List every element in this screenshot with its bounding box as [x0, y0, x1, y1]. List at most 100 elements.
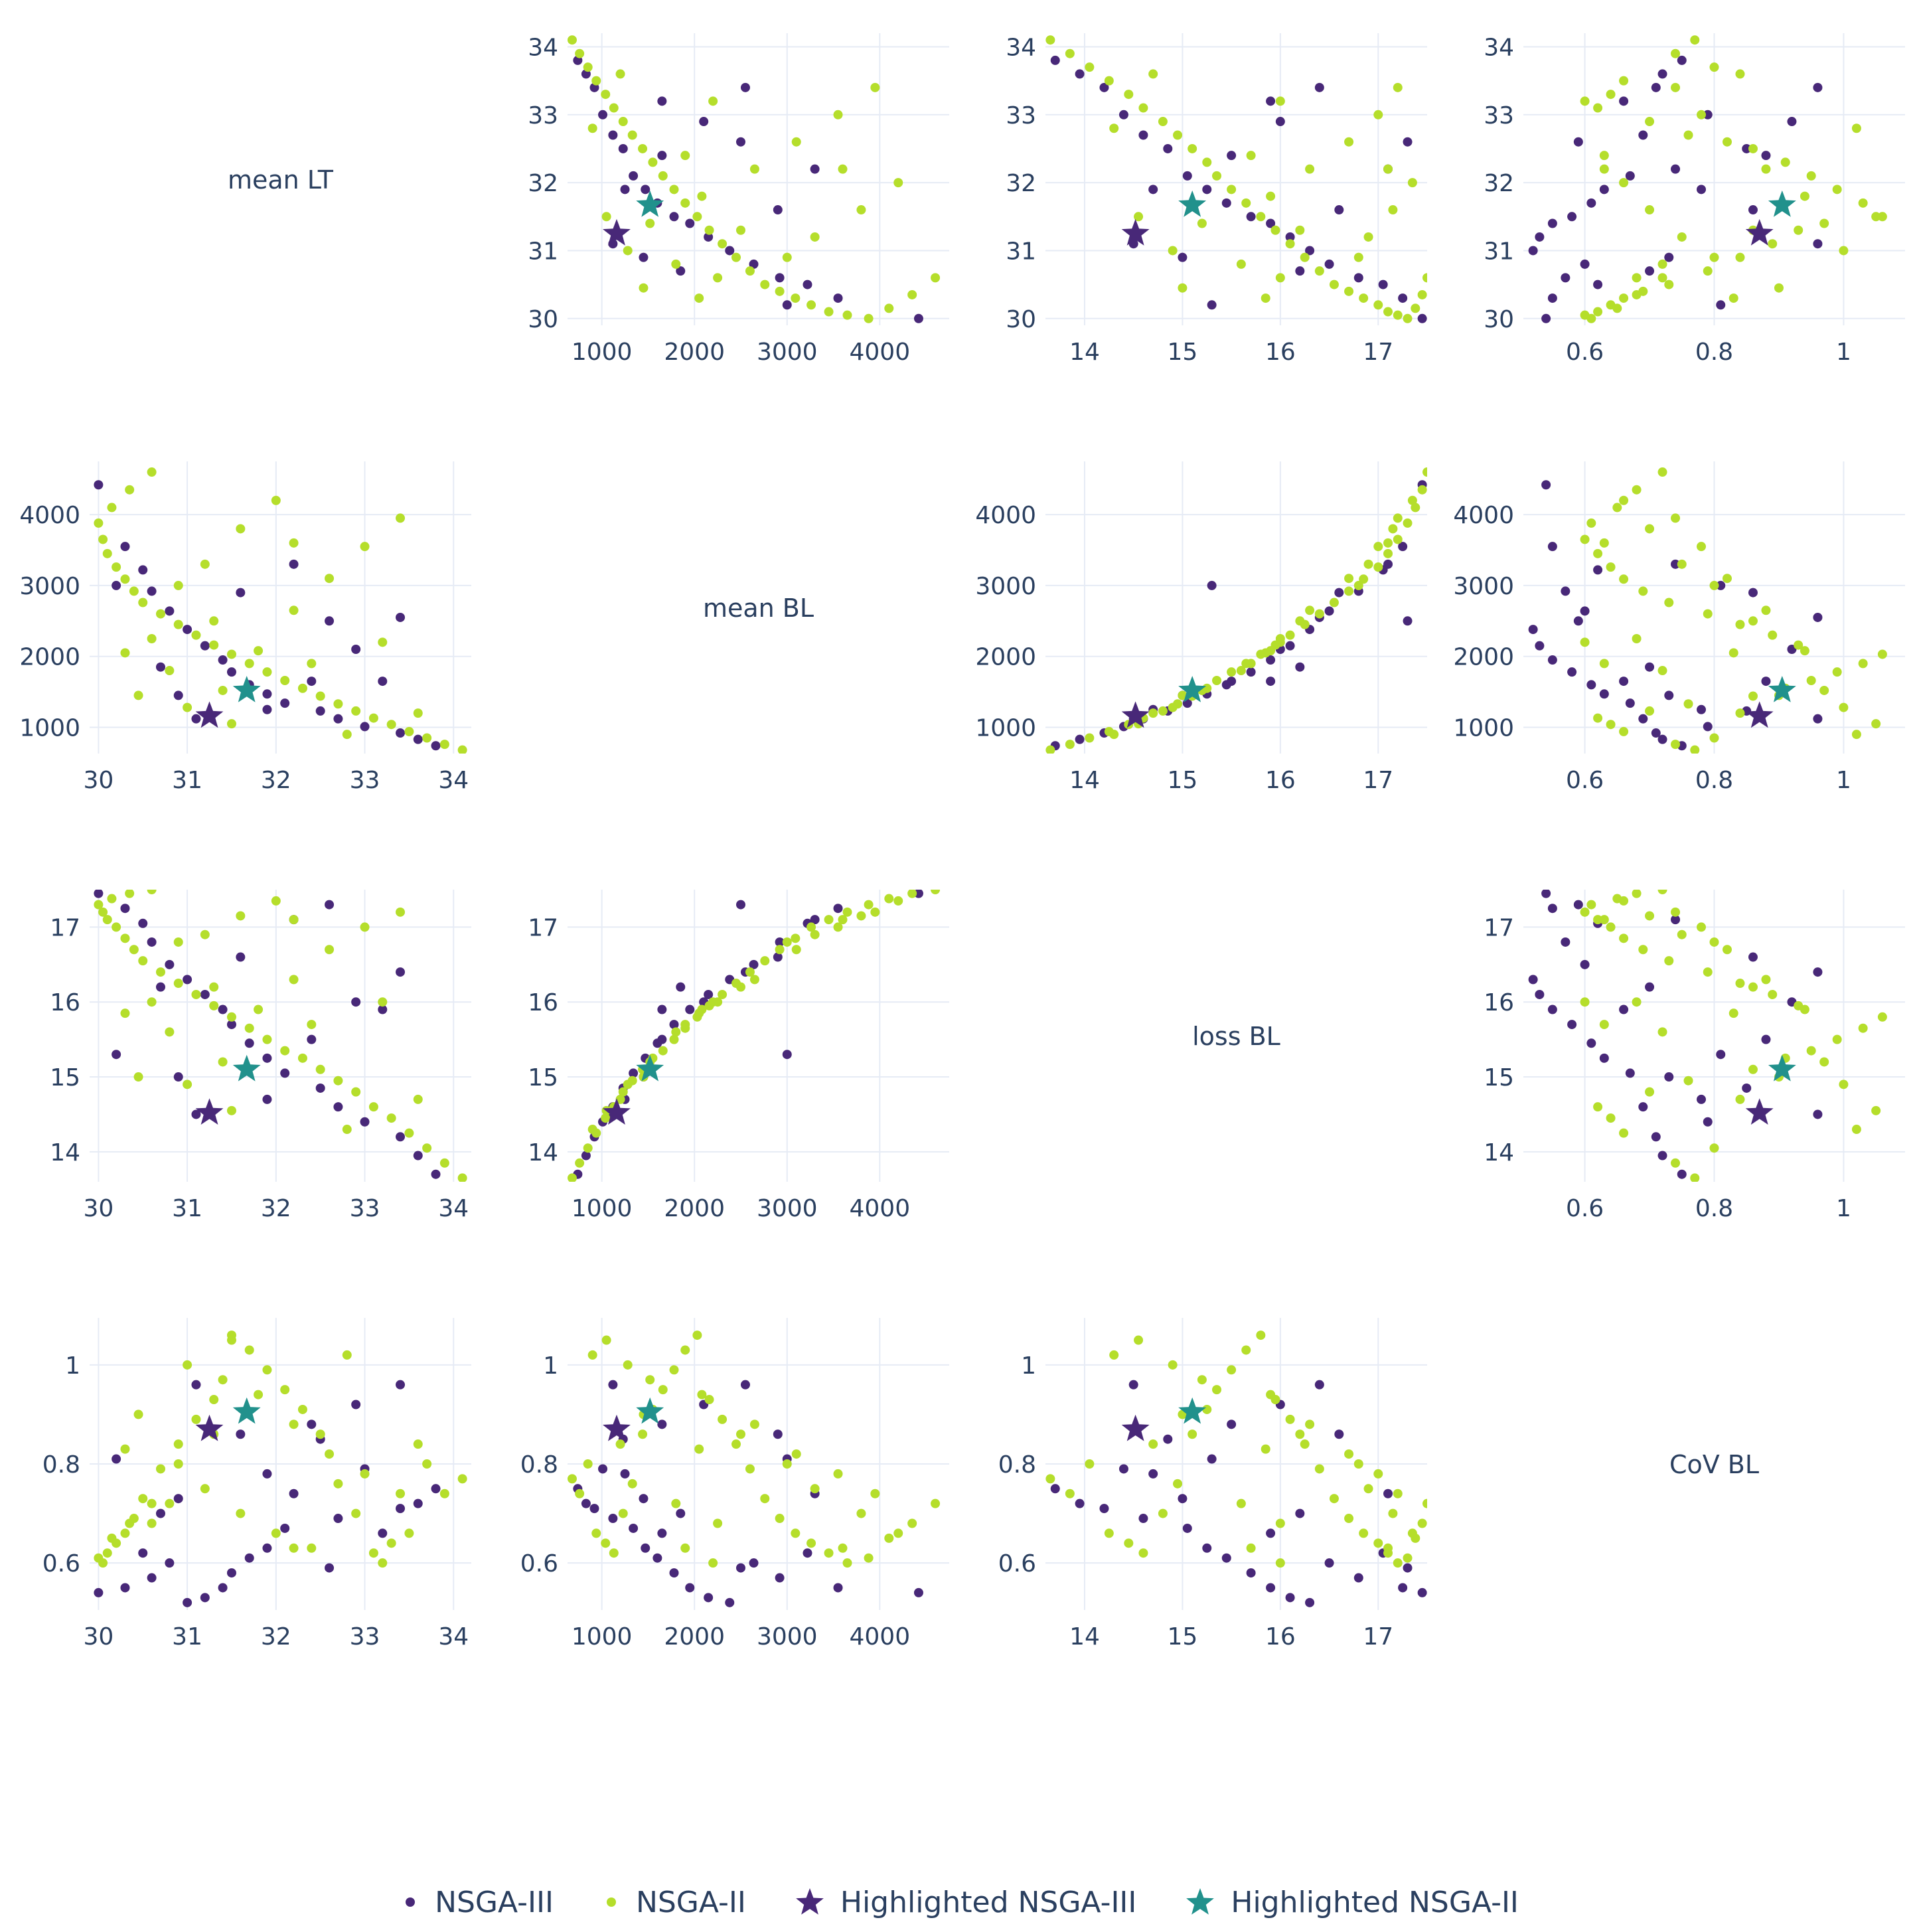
point-nsga-ii[interactable]	[884, 894, 894, 904]
point-nsga-ii[interactable]	[1383, 1543, 1393, 1553]
point-nsga-iii[interactable]	[1580, 259, 1590, 269]
point-nsga-ii[interactable]	[718, 1414, 728, 1424]
point-nsga-ii[interactable]	[254, 1390, 264, 1400]
point-nsga-ii[interactable]	[120, 1008, 130, 1018]
point-highlighted-nsga-ii[interactable]	[1178, 190, 1207, 217]
point-nsga-ii[interactable]	[307, 1020, 317, 1030]
point-nsga-ii[interactable]	[1393, 1558, 1403, 1568]
point-nsga-ii[interactable]	[1422, 467, 1432, 477]
point-nsga-ii[interactable]	[669, 185, 679, 195]
point-nsga-ii[interactable]	[1285, 1414, 1295, 1424]
point-nsga-ii[interactable]	[351, 706, 361, 716]
point-nsga-ii[interactable]	[218, 1057, 228, 1067]
point-nsga-iii[interactable]	[1619, 96, 1629, 106]
point-nsga-ii[interactable]	[1599, 1020, 1609, 1030]
point-nsga-iii[interactable]	[1599, 185, 1609, 195]
point-nsga-ii[interactable]	[289, 915, 299, 925]
point-nsga-ii[interactable]	[1722, 945, 1732, 955]
point-nsga-ii[interactable]	[1619, 574, 1629, 584]
point-nsga-iii[interactable]	[413, 1498, 423, 1508]
point-nsga-ii[interactable]	[1599, 659, 1609, 669]
point-nsga-ii[interactable]	[297, 1053, 307, 1063]
point-nsga-iii[interactable]	[1625, 171, 1635, 181]
point-nsga-iii[interactable]	[803, 280, 812, 289]
point-nsga-ii[interactable]	[1728, 293, 1738, 303]
point-nsga-ii[interactable]	[1373, 562, 1383, 572]
point-nsga-ii[interactable]	[155, 967, 165, 977]
point-nsga-ii[interactable]	[1800, 191, 1809, 201]
point-nsga-iii[interactable]	[1314, 82, 1324, 92]
point-nsga-ii[interactable]	[1761, 975, 1771, 985]
point-nsga-ii[interactable]	[575, 1489, 585, 1498]
point-nsga-ii[interactable]	[623, 1080, 633, 1089]
point-nsga-ii[interactable]	[1344, 1514, 1354, 1524]
point-nsga-ii[interactable]	[791, 293, 801, 303]
point-nsga-iii[interactable]	[676, 1508, 686, 1518]
point-highlighted-nsga-iii[interactable]	[1745, 1098, 1774, 1125]
point-nsga-ii[interactable]	[147, 997, 157, 1007]
point-nsga-ii[interactable]	[1586, 313, 1596, 323]
point-nsga-ii[interactable]	[360, 1469, 370, 1479]
point-nsga-ii[interactable]	[591, 76, 601, 86]
point-nsga-iii[interactable]	[244, 1038, 254, 1048]
point-nsga-ii[interactable]	[1619, 495, 1629, 505]
point-nsga-ii[interactable]	[575, 48, 585, 58]
point-nsga-iii[interactable]	[1813, 967, 1823, 977]
point-nsga-ii[interactable]	[226, 1335, 236, 1345]
point-nsga-iii[interactable]	[639, 252, 649, 262]
point-nsga-ii[interactable]	[1236, 1498, 1246, 1508]
point-nsga-ii[interactable]	[1124, 90, 1134, 100]
point-nsga-ii[interactable]	[609, 1548, 619, 1558]
point-nsga-ii[interactable]	[1671, 740, 1681, 750]
point-nsga-ii[interactable]	[1246, 1543, 1256, 1553]
point-nsga-iii[interactable]	[1275, 117, 1285, 127]
point-nsga-ii[interactable]	[791, 1449, 801, 1459]
point-nsga-ii[interactable]	[1761, 605, 1771, 615]
point-nsga-ii[interactable]	[1359, 574, 1369, 584]
point-nsga-ii[interactable]	[824, 1548, 834, 1558]
point-nsga-iii[interactable]	[378, 1528, 388, 1538]
point-nsga-ii[interactable]	[864, 900, 874, 910]
point-nsga-ii[interactable]	[1275, 637, 1285, 647]
point-nsga-iii[interactable]	[1813, 612, 1823, 622]
point-nsga-iii[interactable]	[1813, 239, 1823, 249]
point-nsga-ii[interactable]	[1593, 307, 1603, 317]
point-nsga-ii[interactable]	[1305, 605, 1315, 615]
point-nsga-ii[interactable]	[1411, 503, 1420, 513]
point-nsga-iii[interactable]	[1561, 586, 1571, 596]
point-nsga-ii[interactable]	[1353, 252, 1363, 262]
point-nsga-ii[interactable]	[884, 303, 894, 313]
point-nsga-ii[interactable]	[173, 619, 183, 629]
point-nsga-ii[interactable]	[191, 630, 201, 640]
point-nsga-iii[interactable]	[1383, 1489, 1393, 1498]
point-nsga-ii[interactable]	[1664, 280, 1674, 289]
point-nsga-ii[interactable]	[1851, 730, 1861, 740]
legend-item-highlighted-nsga-ii[interactable]: Highlighted NSGA-II	[1184, 1886, 1519, 1919]
point-nsga-ii[interactable]	[1638, 945, 1648, 955]
point-nsga-ii[interactable]	[1871, 719, 1881, 729]
point-nsga-ii[interactable]	[244, 1345, 254, 1355]
point-nsga-ii[interactable]	[1261, 648, 1270, 658]
point-nsga-ii[interactable]	[183, 1080, 192, 1089]
point-nsga-iii[interactable]	[1599, 689, 1609, 699]
point-nsga-ii[interactable]	[1683, 1076, 1693, 1086]
point-nsga-iii[interactable]	[1547, 293, 1557, 303]
point-nsga-iii[interactable]	[1664, 252, 1674, 262]
point-nsga-ii[interactable]	[810, 232, 820, 242]
point-nsga-iii[interactable]	[1305, 246, 1315, 256]
point-nsga-ii[interactable]	[1173, 130, 1183, 140]
point-nsga-ii[interactable]	[1664, 956, 1674, 966]
point-nsga-ii[interactable]	[708, 1558, 718, 1568]
point-nsga-iii[interactable]	[1099, 1504, 1109, 1514]
point-nsga-ii[interactable]	[138, 956, 148, 966]
point-nsga-iii[interactable]	[431, 1484, 441, 1494]
point-nsga-ii[interactable]	[1709, 252, 1719, 262]
point-nsga-iii[interactable]	[120, 1583, 130, 1593]
point-nsga-iii[interactable]	[244, 1553, 254, 1563]
point-nsga-ii[interactable]	[1373, 110, 1383, 120]
point-nsga-ii[interactable]	[1275, 273, 1285, 283]
point-highlighted-nsga-iii[interactable]	[603, 1414, 631, 1441]
point-nsga-ii[interactable]	[1657, 1027, 1667, 1037]
point-nsga-iii[interactable]	[1651, 728, 1661, 738]
point-nsga-iii[interactable]	[652, 1553, 662, 1563]
